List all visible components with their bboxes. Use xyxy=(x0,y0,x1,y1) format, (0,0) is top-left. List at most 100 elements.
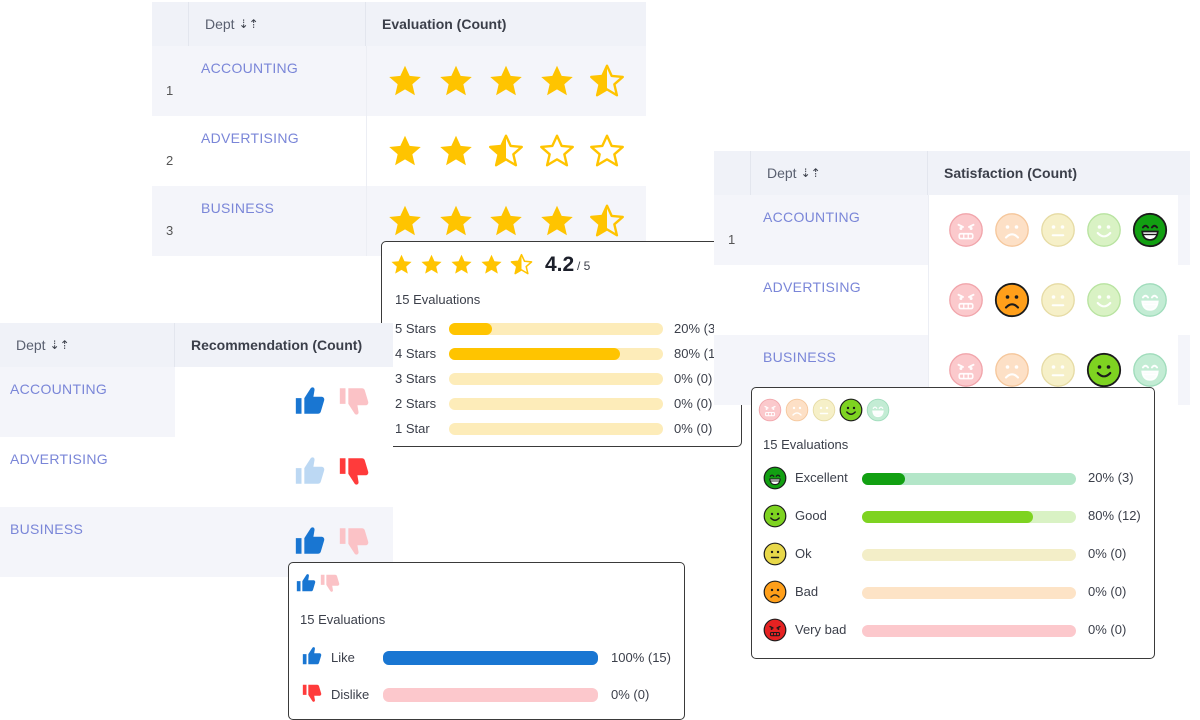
good-face-icon xyxy=(763,504,787,533)
star-icon xyxy=(539,133,575,169)
recommendation-thumbs[interactable] xyxy=(175,507,393,577)
row-number xyxy=(714,335,751,405)
evaluation-column-header[interactable]: Evaluation (Count) xyxy=(382,16,507,32)
row-number-header xyxy=(152,2,189,46)
satisfaction-value: 0% (0) xyxy=(1088,546,1127,561)
table-row[interactable]: ADVERTISING xyxy=(0,437,393,507)
recommendation-bar xyxy=(383,651,598,665)
star-icon xyxy=(390,253,413,276)
rating-bar xyxy=(449,423,663,435)
satisfaction-value: 0% (0) xyxy=(1088,622,1127,637)
satisfaction-faces[interactable] xyxy=(928,265,1178,335)
recommendation-thumbs[interactable] xyxy=(175,367,393,437)
dept-column-header[interactable]: Dept ⇣⇡ xyxy=(751,151,928,195)
rating-value: 0% (0) xyxy=(674,396,713,411)
satisfaction-label: Good xyxy=(795,508,827,523)
dept-name[interactable]: ACCOUNTING xyxy=(763,209,861,225)
dept-name[interactable]: ADVERTISING xyxy=(763,279,861,295)
grid-header: Dept ⇣⇡ Recommendation (Count) xyxy=(0,323,393,367)
rating-label: 1 Star xyxy=(395,421,430,436)
dept-name[interactable]: ACCOUNTING xyxy=(201,60,299,76)
satisfaction-column-header[interactable]: Satisfaction (Count) xyxy=(944,165,1077,181)
recommendation-thumbs[interactable] xyxy=(175,437,393,507)
smiley-face-icon xyxy=(1086,282,1122,318)
sort-icon[interactable]: ⇣⇡ xyxy=(800,166,821,180)
table-row[interactable]: 2 ADVERTISING xyxy=(152,116,646,186)
dept-name[interactable]: ADVERTISING xyxy=(10,451,108,467)
star-icon xyxy=(387,133,423,169)
thumbs-up-icon xyxy=(293,524,329,560)
smiley-face-icon xyxy=(1132,352,1168,388)
evaluation-stars[interactable] xyxy=(366,116,640,186)
dept-header-label: Dept xyxy=(767,165,797,181)
satisfaction-bar xyxy=(862,587,1076,599)
rating-value: 20% (3) xyxy=(674,321,720,336)
satisfaction-summary-popup: 15 Evaluations Excellent 20% (3) Good 80… xyxy=(751,387,1155,659)
thumbs-up-icon xyxy=(295,572,317,599)
evaluation-stars[interactable] xyxy=(366,46,640,116)
table-row[interactable]: ACCOUNTING xyxy=(0,367,393,437)
star-icon xyxy=(539,203,575,239)
dept-header-label: Dept xyxy=(205,16,235,32)
recommendation-grid: Dept ⇣⇡ Recommendation (Count) ACCOUNTIN… xyxy=(0,323,393,577)
rating-label: 3 Stars xyxy=(395,371,437,386)
satisfaction-grid: Dept ⇣⇡ Satisfaction (Count) 1 ACCOUNTIN… xyxy=(714,151,1190,405)
smiley-face-icon xyxy=(994,212,1030,248)
satisfaction-faces[interactable] xyxy=(928,195,1178,265)
star-icon xyxy=(488,203,524,239)
smiley-face-icon xyxy=(1086,212,1122,248)
star-icon xyxy=(488,133,524,169)
star-icon xyxy=(510,253,533,276)
smiley-face-icon xyxy=(1132,212,1168,248)
satisfaction-bar xyxy=(862,473,1076,485)
recommendation-total: 15 Evaluations xyxy=(300,612,386,627)
star-icon xyxy=(438,133,474,169)
table-row[interactable]: 1 ACCOUNTING xyxy=(152,46,646,116)
smiley-face-icon xyxy=(1086,352,1122,388)
dept-name[interactable]: ADVERTISING xyxy=(201,130,299,146)
smiley-face-icon xyxy=(994,282,1030,318)
star-icon xyxy=(589,133,625,169)
evaluation-stars[interactable] xyxy=(366,186,640,256)
satisfaction-total: 15 Evaluations xyxy=(763,437,849,452)
rating-bar xyxy=(449,398,663,410)
grid-header: Dept ⇣⇡ Evaluation (Count) xyxy=(152,2,646,46)
star-icon xyxy=(438,203,474,239)
dept-column-header[interactable]: Dept ⇣⇡ xyxy=(189,2,366,46)
thumbs-up-icon xyxy=(293,384,329,420)
satisfaction-bar xyxy=(862,625,1076,637)
dept-name[interactable]: BUSINESS xyxy=(201,200,275,216)
satisfaction-label: Bad xyxy=(795,584,819,599)
rating-label: 4 Stars xyxy=(395,346,437,361)
smiley-face-icon xyxy=(812,398,836,427)
average-stars xyxy=(390,253,540,276)
recommendation-column-header[interactable]: Recommendation (Count) xyxy=(191,337,363,353)
thumbs-down-icon xyxy=(337,454,373,490)
recommendation-bar xyxy=(383,688,598,702)
thumbs-down-icon xyxy=(301,682,323,709)
sort-icon[interactable]: ⇣⇡ xyxy=(49,338,70,352)
smiley-face-icon xyxy=(994,352,1030,388)
dept-name[interactable]: BUSINESS xyxy=(10,521,84,537)
evaluation-total: 15 Evaluations xyxy=(395,292,481,307)
table-row[interactable]: ADVERTISING xyxy=(714,265,1190,335)
table-row[interactable]: 1 ACCOUNTING xyxy=(714,195,1190,265)
dept-name[interactable]: ACCOUNTING xyxy=(10,381,108,397)
row-number: 1 xyxy=(166,82,174,98)
thumbs-up-icon xyxy=(293,454,329,490)
star-icon xyxy=(539,63,575,99)
bad-face-icon xyxy=(763,580,787,609)
row-number-header xyxy=(714,151,751,195)
satisfaction-value: 80% (12) xyxy=(1088,508,1141,523)
row-number xyxy=(714,265,751,335)
thumbs-up-icon xyxy=(301,645,323,672)
thumbs-down-icon xyxy=(319,572,341,599)
dept-column-header[interactable]: Dept ⇣⇡ xyxy=(0,323,175,367)
smiley-face-icon xyxy=(1132,282,1168,318)
dept-name[interactable]: BUSINESS xyxy=(763,349,837,365)
row-number: 1 xyxy=(728,231,736,247)
sort-icon[interactable]: ⇣⇡ xyxy=(238,17,259,31)
excellent-face-icon xyxy=(763,466,787,495)
satisfaction-value: 0% (0) xyxy=(1088,584,1127,599)
star-icon xyxy=(438,63,474,99)
